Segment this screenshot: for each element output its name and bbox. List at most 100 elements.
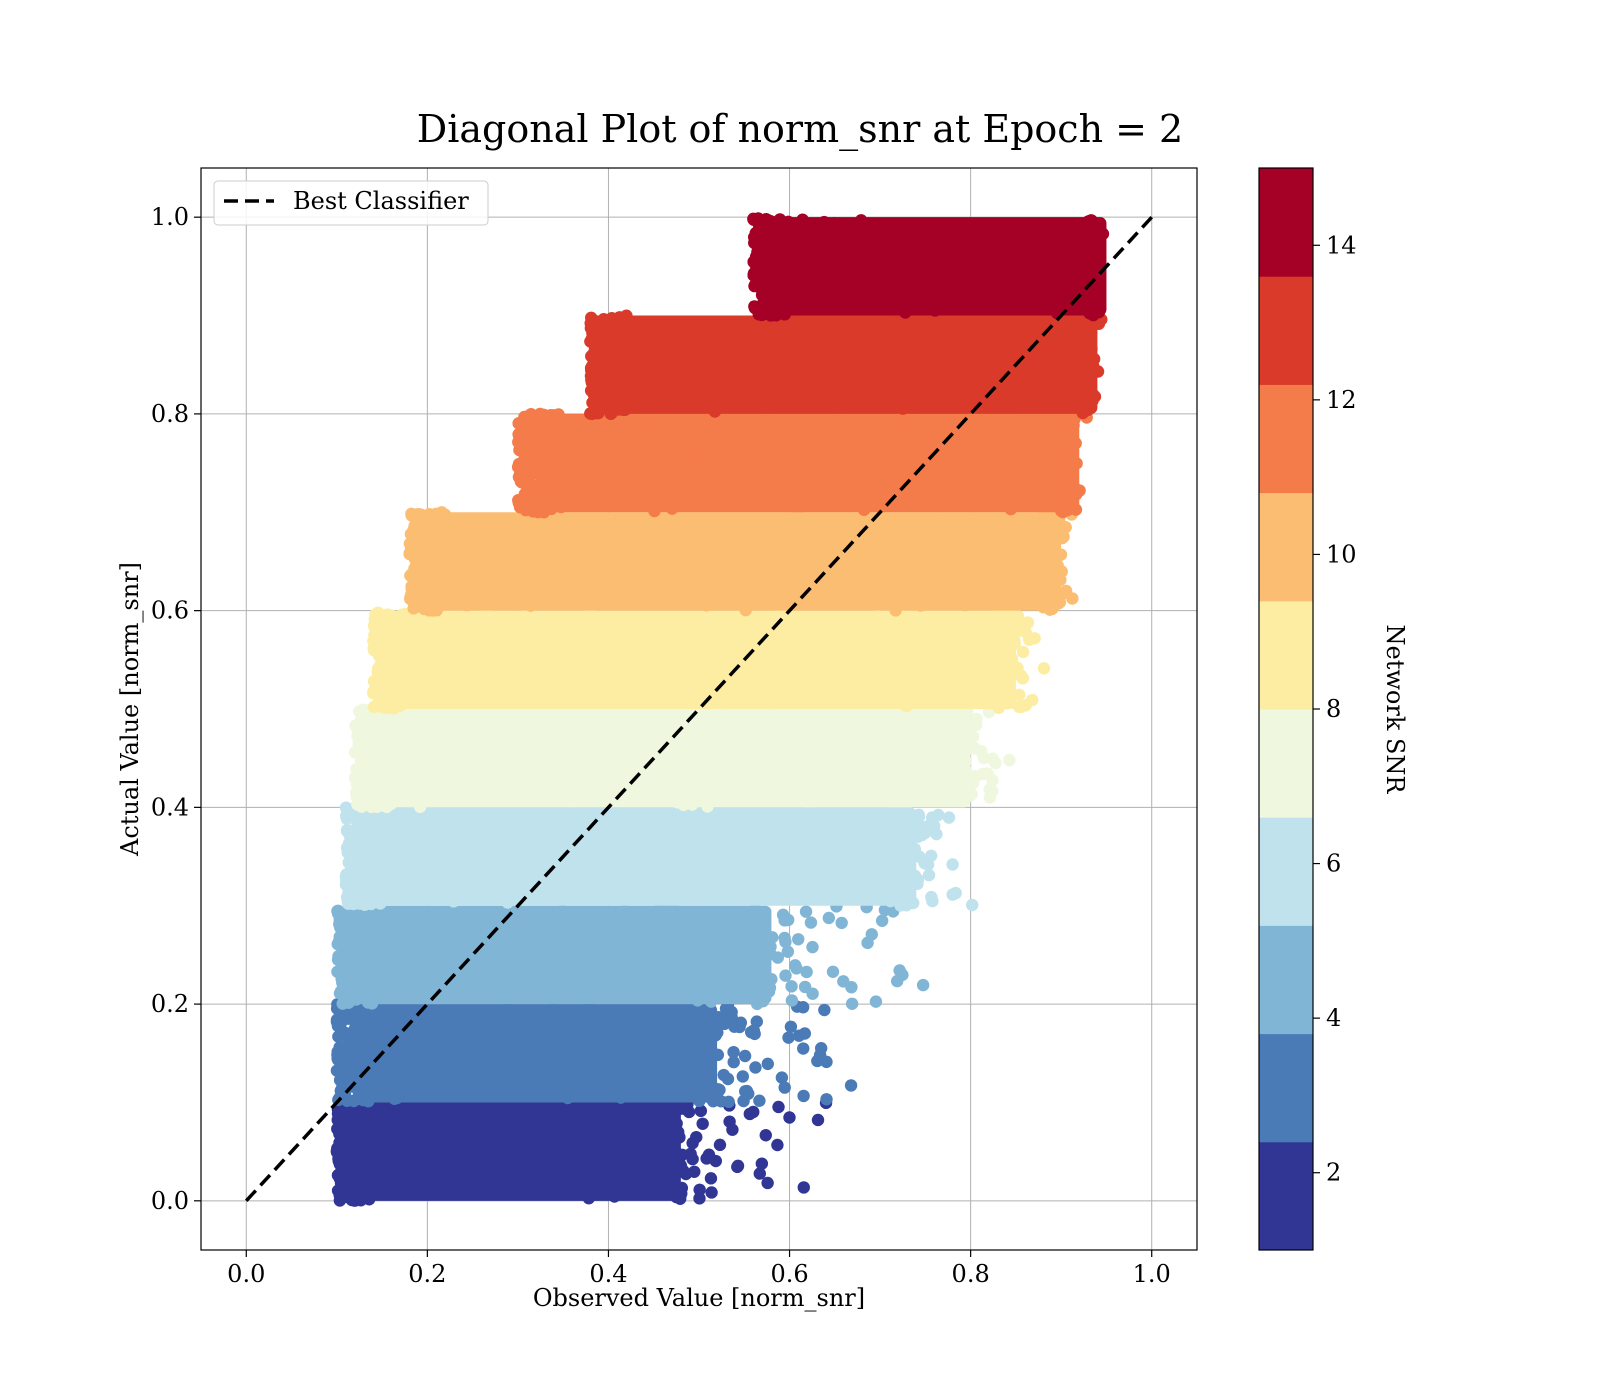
scatter-point xyxy=(1019,625,1032,639)
scatter-point xyxy=(703,465,717,478)
scatter-point xyxy=(902,854,915,868)
scatter-point xyxy=(1056,505,1070,519)
scatter-point xyxy=(380,726,394,740)
scatter-point xyxy=(747,255,761,268)
scatter-point xyxy=(508,1104,521,1118)
scatter-point xyxy=(670,1035,684,1049)
scatter-point xyxy=(557,935,570,948)
scatter-point xyxy=(341,874,354,888)
scatter-point xyxy=(592,326,605,340)
scatter-point xyxy=(1045,258,1059,272)
scatter-point xyxy=(889,604,902,617)
scatter-point xyxy=(795,334,808,348)
scatter-point xyxy=(696,1117,709,1130)
scatter-point xyxy=(827,284,840,298)
scatter-point xyxy=(677,1050,691,1064)
scatter-point xyxy=(845,980,858,994)
scatter-point xyxy=(414,660,427,673)
scatter-point xyxy=(760,943,773,957)
scatter-point xyxy=(523,789,536,802)
scatter-point xyxy=(358,948,371,961)
scatter-point xyxy=(816,243,829,256)
scatter-point xyxy=(1064,253,1077,267)
scatter-point xyxy=(683,971,696,985)
scatter-point xyxy=(355,833,368,846)
scatter-point xyxy=(382,1166,396,1180)
scatter-point xyxy=(596,391,609,404)
scatter-point xyxy=(884,233,898,246)
scatter-point xyxy=(705,1186,718,1199)
scatter-point xyxy=(901,757,915,770)
band-dense-core xyxy=(391,610,1016,709)
scatter-point xyxy=(819,735,832,749)
scatter-point xyxy=(457,939,471,953)
scatter-point xyxy=(758,257,771,270)
scatter-point xyxy=(1028,357,1042,370)
scatter-point xyxy=(343,1058,356,1072)
scatter-point xyxy=(554,683,567,696)
scatter-point xyxy=(722,580,735,594)
scatter-point xyxy=(778,1081,791,1094)
scatter-point xyxy=(827,709,841,723)
scatter-point xyxy=(807,648,820,662)
scatter-point xyxy=(589,422,603,435)
scatter-point xyxy=(909,645,922,659)
scatter-point xyxy=(620,309,633,322)
scatter-point xyxy=(460,598,474,612)
scatter-point xyxy=(630,421,644,434)
scatter-point xyxy=(876,453,889,466)
scatter-point xyxy=(992,638,1005,652)
scatter-point xyxy=(772,594,786,608)
scatter-point xyxy=(777,290,790,303)
scatter-point xyxy=(900,899,913,912)
scatter-point xyxy=(796,694,809,707)
scatter-point xyxy=(480,818,493,832)
scatter-point xyxy=(797,1089,810,1103)
scatter-point xyxy=(839,644,852,657)
scatter-point xyxy=(966,898,979,912)
scatter-point xyxy=(636,1141,650,1154)
scatter-point xyxy=(431,529,444,543)
scatter-point xyxy=(805,436,818,450)
scatter-point xyxy=(334,1084,347,1098)
scatter-point xyxy=(755,667,769,680)
snr-band-4 xyxy=(339,801,979,912)
scatter-point xyxy=(1026,693,1039,707)
scatter-point xyxy=(354,747,367,761)
scatter-point xyxy=(986,784,999,798)
scatter-point xyxy=(585,374,598,388)
scatter-point xyxy=(637,843,650,857)
scatter-point xyxy=(844,1079,858,1092)
scatter-point xyxy=(856,488,869,501)
scatter-point xyxy=(381,641,395,655)
scatter-point xyxy=(361,757,374,770)
scatter-point xyxy=(811,1113,825,1127)
scatter-point xyxy=(830,331,844,344)
scatter-point xyxy=(657,933,670,947)
scatter-point xyxy=(598,1113,611,1126)
scatter-point xyxy=(532,850,545,863)
scatter-point xyxy=(603,814,616,827)
scatter-point xyxy=(351,975,365,989)
scatter-point xyxy=(431,572,445,585)
scatter-point xyxy=(934,302,948,316)
scatter-point xyxy=(770,305,783,319)
scatter-point xyxy=(571,1130,584,1143)
y-tick-label: 0.4 xyxy=(151,793,189,821)
scatter-point xyxy=(858,835,871,849)
scatter-point xyxy=(779,271,793,284)
y-tick-label: 0.2 xyxy=(151,990,189,1018)
scatter-point xyxy=(797,1042,810,1055)
snr-band-6 xyxy=(367,605,1051,715)
scatter-point xyxy=(839,687,852,701)
legend: Best Classifier xyxy=(213,180,489,226)
scatter-point xyxy=(795,850,808,864)
scatter-point xyxy=(731,562,745,575)
scatter-point xyxy=(748,973,761,987)
scatter-point xyxy=(572,1064,585,1078)
scatter-point xyxy=(653,754,666,768)
scatter-point xyxy=(993,690,1006,703)
scatter-point xyxy=(817,215,831,229)
scatter-point xyxy=(401,649,414,662)
scatter-point xyxy=(686,1152,699,1166)
